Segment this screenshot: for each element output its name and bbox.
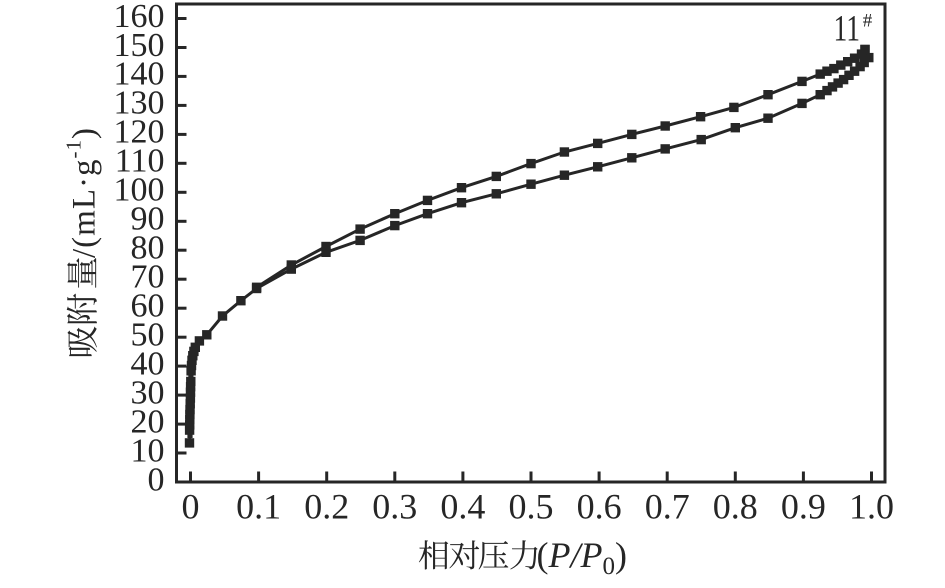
svg-text:130: 130	[114, 85, 165, 122]
svg-text:0: 0	[148, 461, 165, 498]
svg-text:70: 70	[131, 259, 165, 296]
svg-text:20: 20	[131, 403, 165, 440]
svg-text:1.0: 1.0	[849, 487, 894, 527]
svg-text:10: 10	[131, 432, 165, 469]
svg-text:140: 140	[114, 56, 165, 93]
svg-text:11: 11	[834, 9, 861, 50]
svg-text:0.5: 0.5	[509, 487, 554, 527]
svg-text:0.6: 0.6	[577, 487, 622, 527]
svg-text:0.7: 0.7	[645, 487, 690, 527]
svg-text:0.9: 0.9	[781, 487, 826, 527]
svg-text:#: #	[863, 11, 873, 32]
svg-text:30: 30	[131, 374, 165, 411]
svg-text:100: 100	[114, 172, 165, 209]
svg-text:0: 0	[182, 487, 200, 527]
svg-text:40: 40	[131, 345, 165, 382]
svg-text:0.1: 0.1	[236, 487, 281, 527]
svg-text:160: 160	[114, 0, 165, 35]
svg-text:120: 120	[114, 114, 165, 151]
svg-text:0.3: 0.3	[372, 487, 417, 527]
svg-text:60: 60	[131, 288, 165, 325]
svg-text:90: 90	[131, 201, 165, 238]
svg-text:50: 50	[131, 317, 165, 354]
svg-text:110: 110	[115, 143, 165, 180]
svg-text:150: 150	[114, 27, 165, 64]
svg-text:0.8: 0.8	[713, 487, 758, 527]
svg-text:0.4: 0.4	[440, 487, 485, 527]
svg-text:0.2: 0.2	[304, 487, 349, 527]
svg-text:80: 80	[131, 230, 165, 267]
